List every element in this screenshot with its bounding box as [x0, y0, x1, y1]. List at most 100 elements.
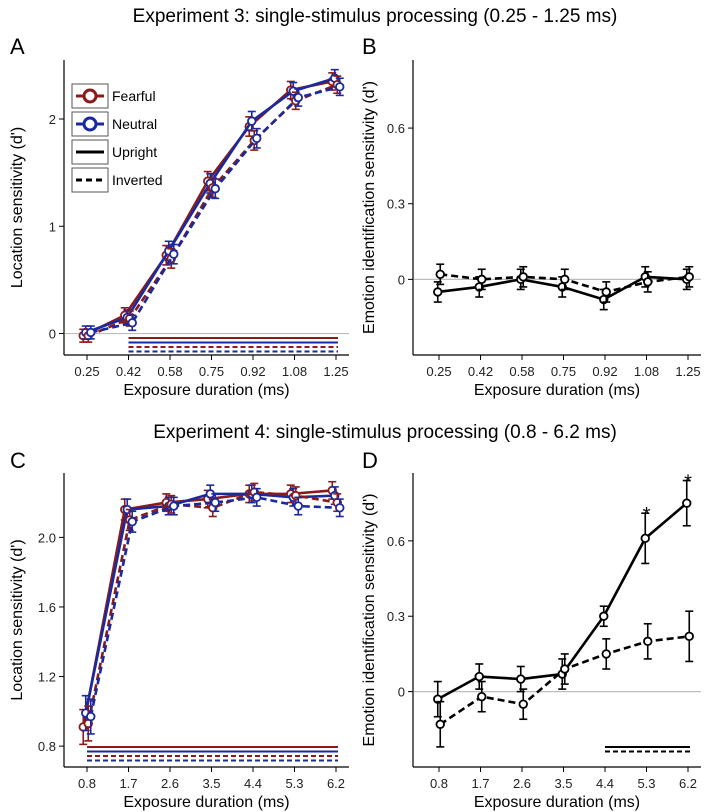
- panel-a-x-tick-label: 0.25: [74, 364, 99, 379]
- panel-d-data-point: [599, 611, 609, 621]
- panel-c-y-axis-label: Location sensitivity (d'): [9, 539, 26, 700]
- panel-c-x-tick-label: 4.4: [244, 776, 262, 791]
- experiment3-title: Experiment 3: single-stimulus processing…: [133, 6, 618, 27]
- panel-d-data-point: [682, 498, 692, 508]
- panel-d-x-tick-label: 2.6: [513, 776, 531, 791]
- panel-c-y-tick-label: 0.8: [38, 739, 56, 754]
- panel-b-y-tick-label: 0.3: [387, 197, 405, 212]
- panel-b-x-tick-label: 0.42: [468, 364, 493, 379]
- panel-c-y-tick-label: 1.6: [38, 600, 56, 615]
- panel-c-x-tick-label: 6.2: [327, 776, 345, 791]
- panel-c-y-tick-label: 1.2: [38, 670, 56, 685]
- panel-d-y-tick-label: 0: [398, 685, 405, 700]
- panel-d-significance-star: *: [643, 504, 651, 526]
- panel-d-data-point: [435, 719, 445, 729]
- panel-b-x-tick-label: 0.25: [426, 364, 451, 379]
- panel-a-x-tick-label: 1.25: [323, 364, 348, 379]
- panel-d-x-axis-label: Exposure duration (ms): [474, 794, 640, 811]
- panel-d-data-point: [640, 533, 650, 544]
- panel-d-data-point: [643, 636, 653, 647]
- panel-c-y-tick-label: 2.0: [38, 530, 56, 545]
- panel-d-data-point: [516, 674, 526, 684]
- panel-b-y-axis-label: Emotion identification sensitivity (d'): [361, 81, 378, 334]
- panel-d-y-tick-label: 0.3: [387, 609, 405, 624]
- panel-c-data-point: [127, 517, 137, 527]
- panel-a-x-tick-label: 0.42: [116, 364, 141, 379]
- panel-d-x-tick-label: 1.7: [471, 776, 489, 791]
- panel-b-data-point: [435, 269, 445, 280]
- panel-label-d: D: [362, 448, 378, 473]
- panel-b-x-tick-label: 1.08: [634, 364, 659, 379]
- panel-a-x-tick-label: 0.75: [199, 364, 224, 379]
- panel-c-x-tick-label: 1.7: [119, 776, 137, 791]
- panel-b-x-tick-label: 1.25: [675, 364, 700, 379]
- panel-b-x-tick-label: 0.92: [592, 364, 617, 379]
- panel-a-data-point: [210, 184, 220, 194]
- panel-a-x-tick-label: 1.08: [282, 364, 307, 379]
- legend-label-fearful: Fearful: [112, 88, 156, 104]
- panel-d-x-tick-label: 3.5: [554, 776, 572, 791]
- panel-d-data-point: [560, 664, 570, 674]
- panel-b-chart: 0 0.3 0.6 0.25 0.42 0.58 0.75 0.92 1.08 1.25 Expos…: [361, 60, 701, 399]
- panel-a-data-point: [335, 82, 345, 92]
- panel-a-y-tick-label: 1: [49, 219, 56, 234]
- panel-c-x-tick-label: 3.5: [202, 776, 220, 791]
- panel-d-y-tick-label: 0.6: [387, 534, 405, 549]
- panel-c-data-point: [252, 492, 262, 503]
- panel-d-significance-star: *: [684, 472, 692, 494]
- legend-marker-neutral: [82, 116, 98, 132]
- panel-c-data-point: [169, 501, 179, 511]
- legend: Fearful Neutral Upright Inverted: [71, 83, 163, 193]
- panel-b-data-point: [477, 274, 487, 285]
- panel-a-y-axis-label: Location sensitivity (d'): [9, 127, 26, 288]
- panel-b-data-point: [560, 274, 570, 285]
- panel-d-data-point: [477, 691, 487, 702]
- panel-d-x-tick-label: 4.4: [596, 776, 614, 791]
- panel-c-data-point: [86, 711, 96, 722]
- panel-b-data-point: [518, 272, 528, 282]
- panel-a-data-point: [247, 116, 257, 126]
- panel-c-series-line: [86, 490, 338, 724]
- panel-d-x-tick-label: 6.2: [679, 776, 697, 791]
- panel-c-data-point: [293, 501, 303, 511]
- panel-c-data-point: [335, 503, 345, 513]
- panel-c-x-tick-label: 2.6: [161, 776, 179, 791]
- legend-label-inverted: Inverted: [112, 172, 163, 188]
- panel-b-data-point: [601, 287, 611, 297]
- panel-label-c: C: [10, 448, 26, 473]
- panel-c-x-tick-label: 5.3: [285, 776, 303, 791]
- panel-b-x-tick-label: 0.75: [551, 364, 576, 379]
- panel-a-x-axis-label: Exposure duration (ms): [123, 382, 289, 399]
- panel-b-data-point: [643, 277, 653, 287]
- panel-d-data-point: [518, 699, 528, 709]
- panel-d-data-point: [601, 649, 611, 659]
- legend-label-upright: Upright: [112, 144, 157, 160]
- panel-a-data-point: [169, 249, 179, 259]
- panel-a-data-point: [86, 327, 96, 338]
- panel-d-x-tick-label: 5.3: [637, 776, 655, 791]
- legend-label-neutral: Neutral: [112, 116, 157, 132]
- panel-d-data-point: [684, 631, 694, 642]
- panel-b-x-axis-label: Exposure duration (ms): [474, 382, 640, 399]
- panel-c-series-line: [81, 489, 333, 728]
- panel-a-data-point: [127, 318, 137, 328]
- legend-marker-fearful: [82, 88, 98, 104]
- panel-a-y-tick-label: 2: [49, 112, 56, 127]
- panel-b-y-tick-label: 0.6: [387, 121, 405, 136]
- panel-c-x-axis-label: Exposure duration (ms): [123, 794, 289, 811]
- panel-a-data-point: [293, 92, 303, 103]
- panel-label-a: A: [10, 34, 25, 59]
- panel-b-y-tick-label: 0: [398, 272, 405, 287]
- panel-b-data-point: [433, 287, 443, 297]
- panel-c-chart: 0.8 1.2 1.6 2.0 0.8 1.7 2.6 3.5 4.4 5.3 6.2 Exposur…: [9, 473, 349, 811]
- panel-a-y-tick-label: 0: [49, 327, 56, 342]
- panel-d-chart: 0 0.3 0.6 0.8 1.7 2.6 3.5 4.4 5.3 6.2 Exposure dur…: [361, 472, 701, 811]
- panel-d-data-point: [474, 671, 484, 682]
- panel-c-series-line: [84, 492, 335, 714]
- panel-c-x-tick-label: 0.8: [78, 776, 96, 791]
- panel-d-x-tick-label: 0.8: [430, 776, 448, 791]
- panel-a-x-tick-label: 0.92: [240, 364, 265, 379]
- panel-b-x-tick-label: 0.58: [509, 364, 534, 379]
- panel-d-y-axis-label: Emotion identification sensitivity (d'): [361, 494, 378, 747]
